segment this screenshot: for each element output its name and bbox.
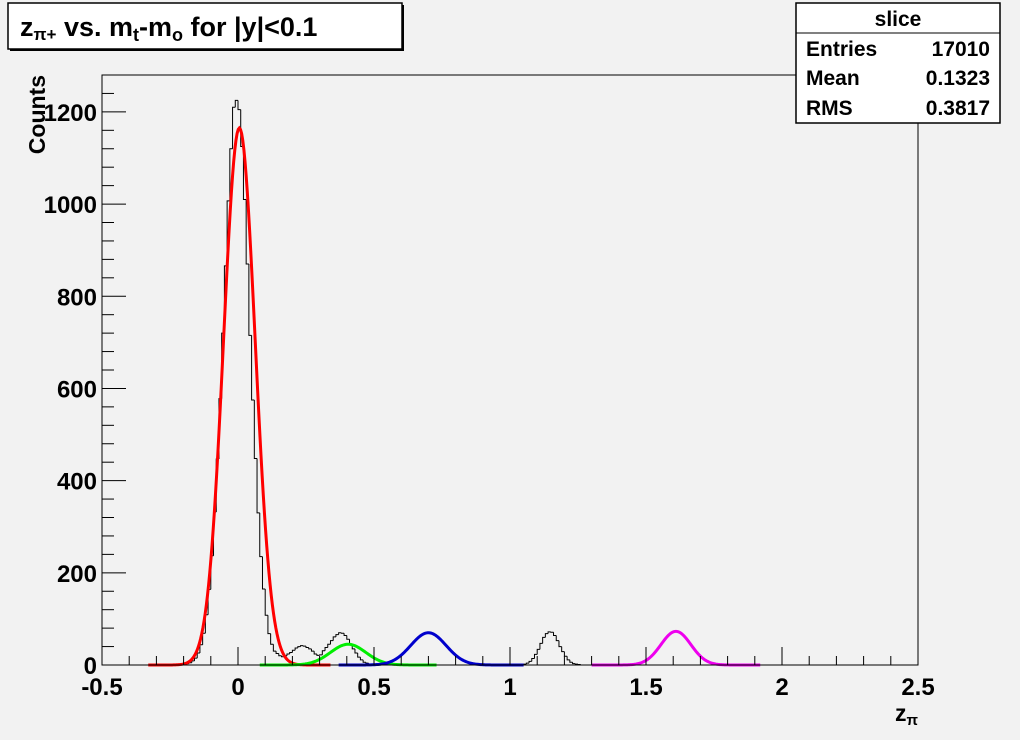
stats-entries-value: 17010 — [932, 38, 990, 61]
x-tick-label: 2.5 — [901, 674, 934, 701]
stats-entries-label: Entries — [806, 38, 877, 61]
title-z: z — [20, 12, 34, 42]
stats-rms-label: RMS — [806, 97, 853, 120]
y-tick-label: 800 — [57, 284, 97, 311]
histogram-bin — [259, 512, 263, 558]
histogram-bin — [338, 632, 342, 635]
y-tick-label: 1000 — [44, 192, 97, 219]
stats-rms-value: 0.3817 — [926, 97, 990, 120]
histogram-bin — [232, 106, 236, 149]
histogram-bin — [329, 640, 334, 645]
x-tick-label: 2 — [775, 674, 788, 701]
histogram-bin — [539, 642, 543, 650]
histogram-bin — [275, 651, 279, 654]
histogram-bin — [346, 635, 350, 640]
histogram-bin — [536, 648, 540, 655]
x-tick-label: -0.5 — [81, 674, 122, 701]
histogram-bin — [229, 148, 233, 201]
histogram-bin — [300, 645, 304, 647]
histogram-bin — [251, 335, 255, 401]
stats-mean-label: Mean — [806, 67, 860, 90]
title-pi-plus: π+ — [34, 25, 57, 44]
histogram-bin — [569, 659, 573, 663]
histogram-bin — [572, 662, 576, 665]
y-tick-label: 0 — [84, 653, 97, 680]
histogram-bin — [305, 646, 309, 648]
histogram-bin — [558, 640, 562, 648]
histogram-bin — [310, 648, 315, 652]
histogram-bin — [316, 653, 320, 656]
histogram-bin — [237, 100, 241, 111]
histogram-bin — [321, 650, 326, 655]
histogram-bin — [272, 644, 277, 652]
y-tick-label: 200 — [57, 561, 97, 588]
histogram-bin — [245, 199, 249, 265]
title-vs: vs. m — [56, 12, 133, 42]
y-axis-label: Counts — [24, 75, 50, 154]
histogram-bin — [354, 648, 358, 654]
histogram-bin — [256, 458, 260, 514]
x-tick-label: 0 — [231, 674, 244, 701]
histogram-bin — [270, 633, 274, 645]
histogram-bin — [528, 660, 532, 664]
histogram-bin — [324, 646, 328, 651]
histogram-bin — [561, 646, 565, 653]
histogram-bin — [242, 146, 247, 200]
histogram-bin — [343, 633, 347, 636]
title-t-subscript: t — [133, 25, 139, 45]
histogram-bin — [294, 647, 298, 651]
histogram-bin — [278, 653, 282, 657]
chart-title: zπ+ vs. mt-mo for |y|<0.1 — [20, 12, 317, 45]
title-minus-m: -m — [139, 12, 172, 42]
histogram-bin — [547, 631, 551, 634]
histogram-bin — [335, 634, 339, 637]
histogram-bin — [544, 633, 549, 638]
stats-mean-value: 0.1323 — [926, 67, 990, 90]
histogram-bin — [308, 647, 312, 650]
histogram-bin — [286, 653, 290, 656]
y-tick-label: 600 — [57, 376, 97, 403]
x-tick-label: 1.5 — [629, 674, 662, 701]
histogram-bin — [362, 659, 366, 663]
histogram-bin — [553, 632, 557, 636]
x-label-pi: π — [907, 712, 919, 729]
histogram-bin — [297, 646, 301, 648]
histogram-bin — [542, 636, 546, 644]
histogram-bin — [291, 649, 296, 653]
histogram-bin — [359, 657, 364, 661]
chart-title-box: zπ+ vs. mt-mo for |y|<0.1 — [7, 2, 404, 51]
x-axis-label: zπ — [895, 700, 919, 729]
histogram-bin — [332, 636, 336, 641]
histogram-bin — [525, 662, 530, 665]
histogram-bin — [365, 662, 369, 664]
stats-title: slice — [875, 8, 922, 31]
histogram-bin — [531, 658, 535, 662]
title-o-subscript: o — [172, 25, 183, 45]
histogram-bin — [248, 263, 252, 336]
x-tick-label: 0.5 — [357, 674, 390, 701]
histogram-bin — [253, 399, 258, 459]
histogram-bin — [234, 99, 238, 108]
histogram-bin — [555, 635, 559, 642]
histogram-bin — [264, 588, 268, 616]
x-tick-label: 1 — [503, 674, 516, 701]
plot-frame — [101, 74, 919, 666]
histogram-bin — [313, 651, 317, 655]
stats-box: slice Entries 17010 Mean 0.1323 RMS 0.38… — [795, 2, 1001, 124]
histogram-bin — [267, 615, 271, 635]
histogram-bin — [289, 652, 293, 654]
title-rest: for |y|<0.1 — [183, 12, 317, 42]
x-label-z: z — [895, 700, 907, 726]
histogram-bin — [533, 653, 538, 659]
histogram-bin — [566, 656, 570, 661]
histogram-bin — [357, 653, 361, 658]
y-tick-label: 1200 — [44, 100, 97, 127]
histogram-bin — [261, 556, 266, 590]
histogram-bin — [327, 643, 331, 648]
y-tick-label: 400 — [57, 469, 97, 496]
